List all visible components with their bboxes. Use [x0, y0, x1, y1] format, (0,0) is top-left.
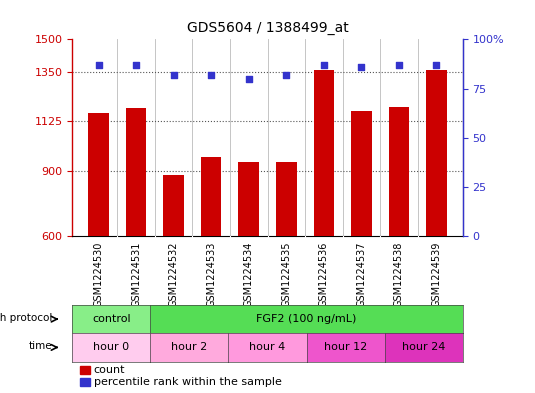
- Point: [357, 64, 365, 70]
- Bar: [276, 162, 296, 236]
- Bar: [201, 158, 221, 236]
- Text: GSM1224537: GSM1224537: [356, 242, 366, 307]
- Bar: [388, 107, 409, 236]
- Point: [94, 62, 103, 68]
- Title: GDS5604 / 1388499_at: GDS5604 / 1388499_at: [187, 22, 348, 35]
- Bar: [126, 108, 147, 236]
- Text: GSM1224530: GSM1224530: [94, 242, 103, 307]
- Point: [395, 62, 403, 68]
- Bar: [88, 112, 109, 236]
- Text: time: time: [28, 341, 52, 351]
- Point: [319, 62, 328, 68]
- Text: percentile rank within the sample: percentile rank within the sample: [94, 377, 281, 387]
- Text: growth protocol: growth protocol: [0, 313, 52, 323]
- Bar: [163, 175, 184, 236]
- Text: GSM1224532: GSM1224532: [169, 242, 179, 307]
- Point: [170, 72, 178, 78]
- Text: count: count: [94, 365, 125, 375]
- Text: GSM1224538: GSM1224538: [394, 242, 404, 307]
- Text: hour 0: hour 0: [93, 342, 129, 353]
- Text: GSM1224536: GSM1224536: [319, 242, 329, 307]
- Text: hour 4: hour 4: [249, 342, 286, 353]
- Text: GSM1224534: GSM1224534: [244, 242, 254, 307]
- Text: hour 2: hour 2: [171, 342, 208, 353]
- Text: hour 12: hour 12: [324, 342, 367, 353]
- Point: [207, 72, 216, 78]
- Text: control: control: [92, 314, 131, 324]
- Bar: [351, 112, 372, 236]
- Bar: [314, 70, 334, 236]
- Bar: [239, 162, 259, 236]
- Text: GSM1224539: GSM1224539: [432, 242, 441, 307]
- Bar: [80, 378, 90, 386]
- Bar: [426, 70, 447, 236]
- Point: [132, 62, 140, 68]
- Point: [432, 62, 441, 68]
- Bar: [80, 365, 90, 374]
- Point: [282, 72, 291, 78]
- Text: GSM1224531: GSM1224531: [131, 242, 141, 307]
- Text: GSM1224533: GSM1224533: [206, 242, 216, 307]
- Text: hour 24: hour 24: [402, 342, 446, 353]
- Text: FGF2 (100 ng/mL): FGF2 (100 ng/mL): [256, 314, 357, 324]
- Point: [244, 75, 253, 82]
- Text: GSM1224535: GSM1224535: [281, 242, 291, 307]
